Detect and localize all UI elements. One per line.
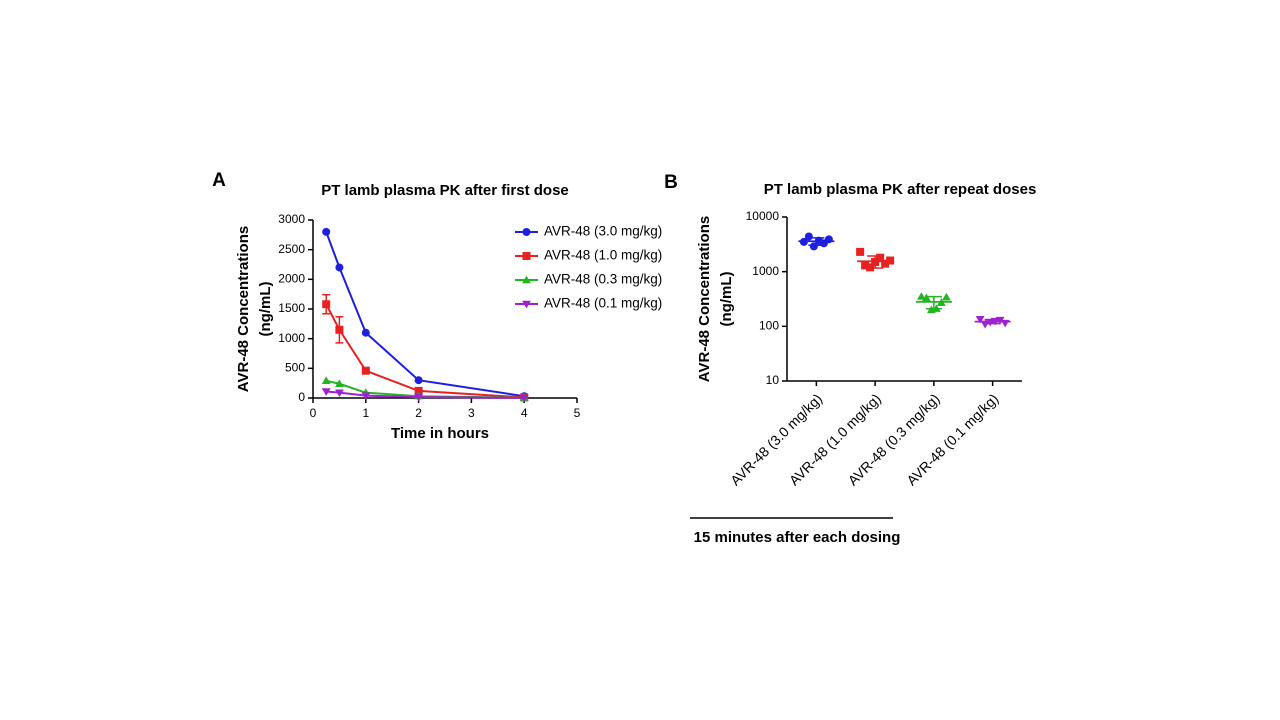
y-tick-label: 10000 bbox=[746, 209, 780, 223]
legend-marker bbox=[522, 275, 531, 284]
legend-label: AVR-48 (1.0 mg/kg) bbox=[544, 248, 662, 263]
marker bbox=[322, 300, 331, 309]
marker bbox=[361, 366, 370, 375]
marker bbox=[414, 376, 423, 385]
y-axis-label: (ng/mL) bbox=[257, 282, 274, 337]
y-tick-label: 500 bbox=[285, 361, 305, 375]
x-tick-label: 4 bbox=[521, 406, 528, 420]
sd-bar bbox=[867, 255, 884, 269]
marker bbox=[804, 232, 813, 241]
annotation: 15 minutes after each dosing bbox=[694, 529, 901, 546]
marker bbox=[921, 293, 931, 302]
marker bbox=[876, 253, 885, 262]
legend-marker bbox=[522, 300, 531, 309]
y-axis-label: (ng/mL) bbox=[718, 272, 735, 327]
series-line bbox=[325, 303, 525, 399]
y-tick-label: 1000 bbox=[752, 264, 779, 278]
marker bbox=[881, 259, 890, 268]
marker bbox=[995, 316, 1005, 325]
chart-title: PT lamb plasma PK after first dose bbox=[321, 182, 569, 199]
marker bbox=[975, 316, 985, 324]
marker bbox=[916, 292, 926, 300]
legend-label: AVR-48 (0.1 mg/kg) bbox=[544, 296, 662, 311]
chart-title: PT lamb plasma PK after repeat doses bbox=[764, 181, 1037, 198]
sd-bar bbox=[925, 295, 942, 310]
x-tick-label: 0 bbox=[310, 406, 317, 420]
x-tick-label: 1 bbox=[362, 406, 369, 420]
legend-label: AVR-48 (0.3 mg/kg) bbox=[544, 272, 662, 287]
marker bbox=[322, 227, 331, 236]
y-tick-label: 3000 bbox=[278, 212, 305, 226]
series-line bbox=[325, 231, 525, 398]
panel-label: B bbox=[664, 172, 678, 193]
marker bbox=[414, 393, 423, 402]
legend-marker bbox=[522, 252, 531, 260]
legend-label: AVR-48 (3.0 mg/kg) bbox=[544, 224, 662, 239]
y-tick-label: 0 bbox=[298, 390, 305, 404]
y-tick-label: 2000 bbox=[278, 272, 305, 286]
marker bbox=[414, 386, 423, 395]
y-tick-label: 1500 bbox=[278, 301, 305, 315]
y-tick-label: 1000 bbox=[278, 331, 305, 345]
y-axis-label: AVR-48 Concentrations bbox=[696, 216, 713, 382]
x-tick-label: 2 bbox=[415, 406, 422, 420]
marker bbox=[321, 376, 331, 384]
marker bbox=[941, 292, 951, 301]
marker bbox=[519, 394, 529, 403]
sd-bar bbox=[984, 318, 1001, 325]
marker bbox=[361, 392, 371, 401]
y-axis-label: AVR-48 Concentrations bbox=[235, 226, 252, 392]
y-tick-label: 10 bbox=[766, 373, 780, 387]
marker bbox=[335, 389, 344, 398]
marker bbox=[856, 247, 865, 256]
y-tick-label: 2500 bbox=[278, 242, 305, 256]
y-tick-label: 100 bbox=[759, 319, 779, 333]
marker bbox=[980, 320, 990, 329]
marker bbox=[335, 379, 344, 387]
x-tick-label: 3 bbox=[468, 406, 475, 420]
x-axis-label: Time in hours bbox=[391, 425, 489, 442]
marker bbox=[335, 263, 344, 272]
x-tick-label: 5 bbox=[574, 406, 581, 420]
marker bbox=[361, 328, 370, 337]
marker bbox=[861, 261, 870, 270]
legend-marker bbox=[522, 228, 531, 236]
sd-bar bbox=[808, 237, 825, 246]
marker bbox=[321, 388, 331, 396]
marker bbox=[335, 325, 344, 334]
panel-label: A bbox=[212, 170, 226, 191]
